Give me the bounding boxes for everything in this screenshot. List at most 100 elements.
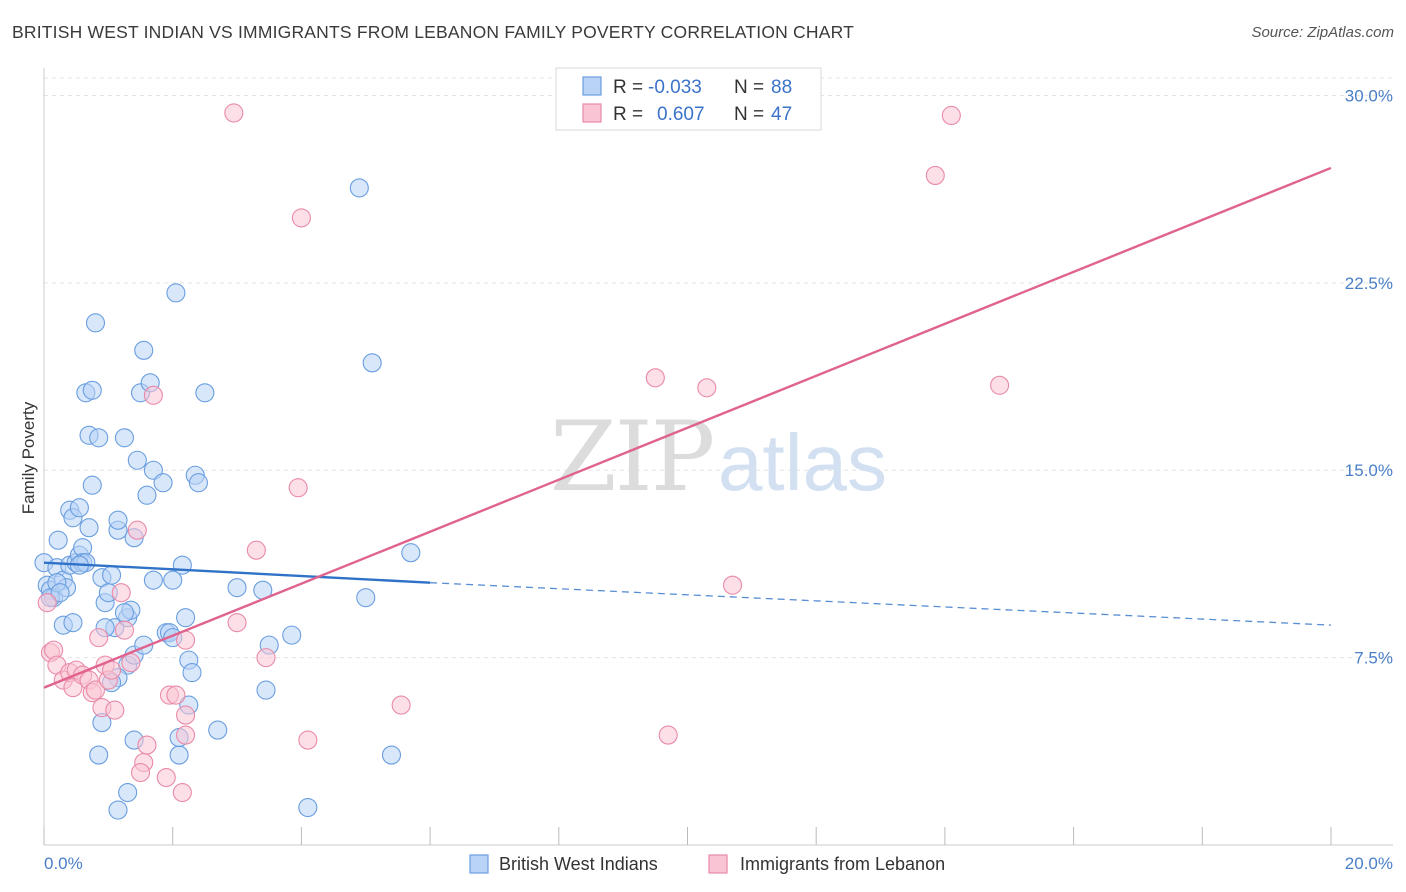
point-british-west-indian: [282, 625, 302, 645]
point-lebanon: [697, 378, 717, 398]
point-lebanon: [111, 583, 131, 603]
point-british-west-indian: [182, 663, 202, 683]
point-lebanon: [137, 735, 157, 755]
legend-r-value-bwi: -0.033: [648, 77, 702, 98]
point-lebanon: [166, 685, 186, 705]
trend-line-lebanon: [43, 166, 1332, 689]
point-british-west-indian: [127, 450, 147, 470]
y-axis-label: Family Poverty: [19, 401, 38, 514]
point-british-west-indian: [118, 782, 138, 803]
point-lebanon: [172, 782, 192, 803]
point-lebanon: [941, 105, 961, 126]
point-british-west-indian: [134, 340, 154, 360]
point-lebanon: [227, 613, 247, 633]
series-legend: British West Indians Immigrants from Leb…: [469, 854, 945, 874]
point-british-west-indian: [79, 518, 99, 538]
point-lebanon: [105, 700, 125, 720]
point-lebanon: [288, 478, 308, 498]
axes: [43, 68, 1393, 846]
point-lebanon: [291, 208, 311, 228]
point-british-west-indian: [82, 475, 102, 495]
point-lebanon: [224, 103, 244, 123]
series-legend-swatch-lebanon: [708, 854, 728, 874]
point-british-west-indian: [195, 383, 215, 403]
point-lebanon: [176, 705, 196, 725]
watermark: ZIP atlas: [550, 401, 887, 513]
point-british-west-indian: [208, 720, 228, 740]
point-lebanon: [658, 725, 678, 745]
legend-swatch-bwi: [582, 76, 602, 96]
point-british-west-indian: [298, 797, 318, 818]
data-points: [34, 103, 1010, 820]
point-british-west-indian: [166, 283, 186, 303]
point-british-west-indian: [143, 570, 163, 590]
point-british-west-indian: [381, 745, 402, 765]
point-lebanon: [114, 620, 134, 640]
point-lebanon: [246, 540, 266, 560]
legend-r-label-lebanon: R =: [613, 104, 643, 125]
chart-title: BRITISH WEST INDIAN VS IMMIGRANTS FROM L…: [12, 22, 854, 42]
point-british-west-indian: [163, 570, 183, 590]
x-tick-label-min: 0.0%: [44, 854, 83, 873]
y-tick-labels: 7.5% 15.0% 22.5% 30.0%: [1345, 86, 1393, 667]
point-british-west-indian: [48, 530, 68, 550]
series-legend-label-bwi: British West Indians: [499, 854, 658, 874]
point-lebanon: [130, 762, 151, 783]
point-lebanon: [85, 680, 106, 700]
y-tick-label: 15.0%: [1345, 461, 1393, 480]
point-british-west-indian: [176, 608, 196, 628]
point-british-west-indian: [114, 428, 134, 448]
point-lebanon: [722, 575, 743, 595]
point-british-west-indian: [188, 473, 208, 493]
point-british-west-indian: [69, 498, 89, 518]
y-tick-label: 22.5%: [1345, 274, 1393, 293]
x-tick-label-max: 20.0%: [1345, 854, 1393, 873]
point-lebanon: [256, 648, 276, 668]
point-lebanon: [990, 375, 1010, 395]
series-legend-label-lebanon: Immigrants from Lebanon: [740, 854, 945, 874]
trend-lines: [43, 166, 1332, 689]
legend-n-label-bwi: N =: [734, 77, 764, 98]
watermark-atlas: atlas: [718, 418, 887, 507]
legend-r-label-bwi: R =: [613, 77, 643, 98]
point-british-west-indian: [85, 313, 106, 333]
point-british-west-indian: [137, 485, 157, 505]
series-legend-swatch-bwi: [469, 854, 489, 874]
grid-lines: [44, 77, 1393, 659]
legend-r-value-lebanon: 0.607: [657, 104, 705, 125]
point-british-west-indian: [356, 588, 376, 608]
trend-line-british-west-indian: [43, 561, 431, 584]
point-lebanon: [925, 165, 945, 185]
point-british-west-indian: [82, 380, 102, 400]
point-lebanon: [176, 725, 196, 745]
point-british-west-indian: [153, 473, 173, 493]
point-lebanon: [127, 520, 147, 540]
point-british-west-indian: [108, 800, 128, 820]
point-lebanon: [391, 695, 411, 715]
y-tick-label: 30.0%: [1345, 86, 1393, 105]
point-lebanon: [298, 730, 318, 750]
point-british-west-indian: [172, 555, 192, 575]
point-lebanon: [89, 628, 109, 648]
legend-n-value-bwi: 88: [771, 77, 792, 98]
watermark-zip: ZIP: [550, 401, 713, 513]
legend-swatch-lebanon: [582, 103, 602, 123]
point-lebanon: [645, 368, 665, 388]
legend-n-label-lebanon: N =: [734, 104, 764, 125]
point-british-west-indian: [102, 565, 122, 585]
point-british-west-indian: [362, 353, 382, 373]
point-british-west-indian: [108, 510, 128, 530]
point-british-west-indian: [401, 543, 421, 563]
point-british-west-indian: [50, 583, 70, 603]
correlation-legend: R = -0.033 N = 88 R = 0.607 N = 47: [555, 67, 822, 131]
point-lebanon: [143, 385, 163, 405]
legend-n-value-lebanon: 47: [771, 104, 792, 125]
point-british-west-indian: [89, 428, 109, 448]
source-label: Source: ZipAtlas.com: [1251, 24, 1394, 41]
point-british-west-indian: [227, 578, 247, 598]
point-lebanon: [156, 767, 176, 788]
y-tick-label: 7.5%: [1354, 649, 1393, 668]
point-lebanon: [37, 593, 57, 613]
point-british-west-indian: [169, 745, 189, 765]
